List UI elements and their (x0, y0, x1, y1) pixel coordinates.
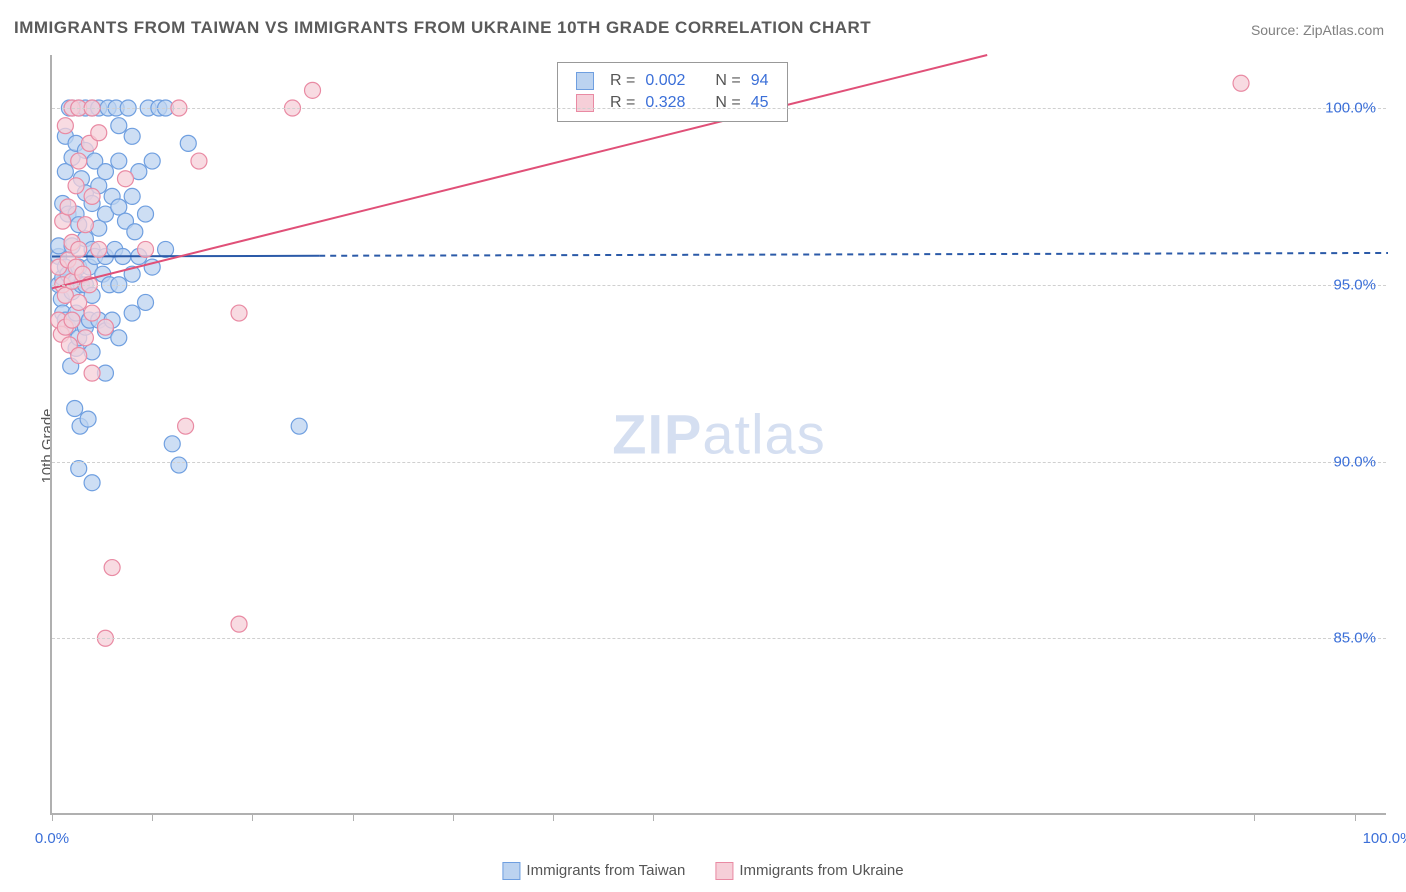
legend-swatch-ukraine (715, 862, 733, 880)
scatter-point-ukraine (84, 365, 100, 381)
scatter-point-ukraine (60, 199, 76, 215)
scatter-point-ukraine (71, 347, 87, 363)
bottom-legend: Immigrants from Taiwan Immigrants from Uk… (502, 862, 903, 880)
scatter-point-taiwan (138, 294, 154, 310)
stats-row-ukraine: R =0.328 N =45 (572, 93, 773, 113)
y-tick-label: 100.0% (1325, 100, 1376, 117)
x-tick (453, 813, 454, 821)
x-tick-label: 0.0% (35, 830, 69, 847)
regression-line-taiwan-dashed (319, 253, 1388, 256)
scatter-point-taiwan (111, 118, 127, 134)
scatter-point-taiwan (164, 436, 180, 452)
scatter-point-ukraine (57, 118, 73, 134)
legend-swatch-taiwan (502, 862, 520, 880)
legend-item-ukraine: Immigrants from Ukraine (715, 862, 903, 880)
scatter-point-ukraine (97, 319, 113, 335)
scatter-point-ukraine (231, 616, 247, 632)
r-label: R = (606, 71, 639, 91)
scatter-point-taiwan (67, 400, 83, 416)
n-value: 45 (747, 93, 773, 113)
scatter-point-ukraine (64, 312, 80, 328)
scatter-point-ukraine (91, 125, 107, 141)
x-tick (252, 813, 253, 821)
scatter-point-ukraine (231, 305, 247, 321)
n-value: 94 (747, 71, 773, 91)
x-tick (353, 813, 354, 821)
scatter-point-taiwan (71, 461, 87, 477)
x-tick (553, 813, 554, 821)
scatter-point-taiwan (111, 199, 127, 215)
stats-row-taiwan: R =0.002 N =94 (572, 71, 773, 91)
x-tick (1254, 813, 1255, 821)
scatter-point-taiwan (144, 153, 160, 169)
n-label: N = (711, 71, 744, 91)
x-tick (152, 813, 153, 821)
r-label: R = (606, 93, 639, 113)
legend-label: Immigrants from Taiwan (526, 862, 685, 879)
scatter-point-taiwan (180, 135, 196, 151)
n-label: N = (711, 93, 744, 113)
legend-swatch-taiwan (576, 72, 594, 90)
x-tick-label: 100.0% (1363, 830, 1406, 847)
y-tick-label: 95.0% (1333, 276, 1376, 293)
scatter-point-taiwan (111, 330, 127, 346)
x-tick (52, 813, 53, 821)
scatter-point-taiwan (84, 475, 100, 491)
y-tick-label: 90.0% (1333, 453, 1376, 470)
scatter-point-ukraine (305, 82, 321, 98)
x-tick (653, 813, 654, 821)
scatter-point-taiwan (127, 224, 143, 240)
scatter-point-ukraine (68, 178, 84, 194)
scatter-point-ukraine (71, 241, 87, 257)
regression-line-ukraine (52, 55, 987, 288)
scatter-point-ukraine (84, 188, 100, 204)
chart-title: IMMIGRANTS FROM TAIWAN VS IMMIGRANTS FRO… (14, 18, 871, 38)
scatter-point-taiwan (291, 418, 307, 434)
r-value: 0.328 (641, 93, 689, 113)
legend-swatch-ukraine (576, 94, 594, 112)
scatter-point-taiwan (124, 305, 140, 321)
source-attribution: Source: ZipAtlas.com (1251, 22, 1384, 38)
scatter-point-ukraine (77, 217, 93, 233)
scatter-point-taiwan (57, 164, 73, 180)
gridline-h (52, 108, 1386, 109)
scatter-point-ukraine (104, 560, 120, 576)
scatter-point-taiwan (111, 153, 127, 169)
r-value: 0.002 (641, 71, 689, 91)
scatter-point-ukraine (84, 305, 100, 321)
y-tick-label: 85.0% (1333, 630, 1376, 647)
scatter-point-ukraine (138, 241, 154, 257)
x-tick (1355, 813, 1356, 821)
scatter-point-taiwan (124, 188, 140, 204)
scatter-point-taiwan (171, 457, 187, 473)
scatter-point-ukraine (71, 153, 87, 169)
plot-area: ZIPatlas R =0.002N =94R =0.328N =45 85.0… (50, 55, 1386, 815)
gridline-h (52, 638, 1386, 639)
scatter-point-taiwan (138, 206, 154, 222)
scatter-point-ukraine (71, 294, 87, 310)
correlation-stats-box: R =0.002 N =94 R =0.328 N =45 (557, 62, 788, 122)
legend-label: Immigrants from Ukraine (739, 862, 903, 879)
scatter-point-taiwan (80, 411, 96, 427)
gridline-h (52, 462, 1386, 463)
scatter-point-ukraine (178, 418, 194, 434)
scatter-point-taiwan (124, 128, 140, 144)
scatter-point-ukraine (117, 171, 133, 187)
scatter-point-taiwan (158, 241, 174, 257)
chart-svg (52, 55, 1386, 813)
scatter-point-ukraine (191, 153, 207, 169)
scatter-point-ukraine (91, 241, 107, 257)
gridline-h (52, 285, 1386, 286)
scatter-point-ukraine (77, 330, 93, 346)
scatter-point-ukraine (1233, 75, 1249, 91)
scatter-point-taiwan (97, 164, 113, 180)
legend-item-taiwan: Immigrants from Taiwan (502, 862, 685, 880)
